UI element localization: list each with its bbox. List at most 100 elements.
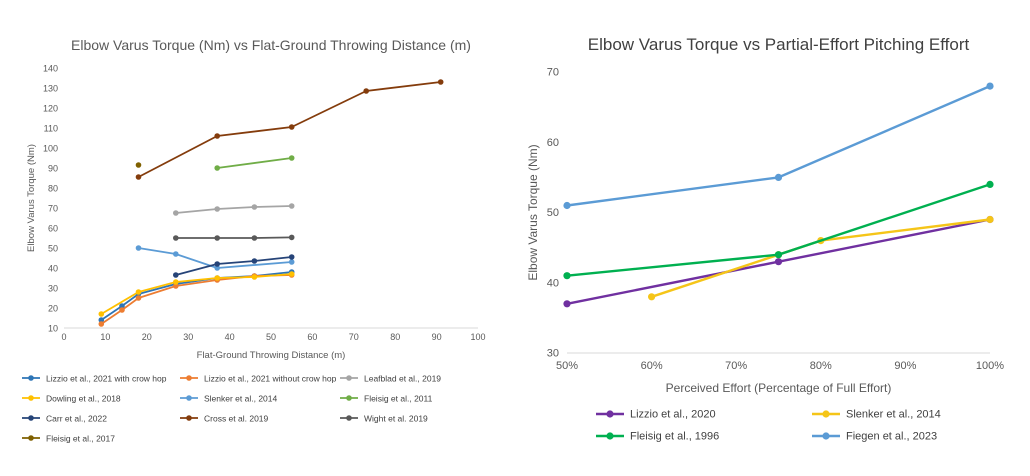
legend-item: Fleisig et al., 2017 [22,434,115,444]
x-tick-label: 90 [432,332,442,342]
legend-swatch-marker [28,435,34,441]
x-tick-label: 10 [100,332,110,342]
series-line [138,247,292,269]
legend-swatch-marker [28,395,34,401]
series-1 [563,215,994,308]
legend-label: Cross et al. 2019 [204,414,269,424]
chart-title: Elbow Varus Torque (Nm) vs Flat-Ground T… [71,37,471,53]
chart-title: Elbow Varus Torque vs Partial-Effort Pit… [588,35,970,54]
legend-item: Lizzio et al., 2020 [596,409,716,421]
series-line [566,84,991,207]
data-point [173,272,179,278]
y-tick-label: 50 [48,244,58,254]
legend-label: Fleisig et al., 2017 [46,434,115,444]
legend-item: Carr et al., 2022 [22,414,107,424]
x-tick-label: 80% [810,360,832,372]
legend: Lizzio et al., 2021 with crow hop Lizzio … [22,374,441,444]
series-line [217,157,292,169]
legend-swatch-marker [186,375,192,381]
x-tick-label: 50% [556,360,578,372]
series-3 [563,180,994,280]
series-8 [135,79,444,180]
legend-item: Wight et al. 2019 [340,414,428,424]
y-axis-label: Elbow Varus Torque (Nm) [526,144,540,280]
legend-swatch-marker [28,375,34,381]
legend-swatch-marker [346,415,352,421]
y-tick-label: 40 [48,264,58,274]
data-point [563,272,571,280]
y-tick-label: 30 [48,284,58,294]
data-point [135,289,142,295]
y-tick-label: 80 [48,184,58,194]
data-point [119,303,125,309]
series-line [100,273,292,315]
x-axis-label: Perceived Effort (Percentage of Full Eff… [666,381,892,395]
series-1 [98,269,295,323]
data-point [986,215,994,224]
data-point [173,279,179,285]
x-tick-label: 50 [266,332,276,342]
legend-swatch-marker [606,432,614,440]
chart-2: Elbow Varus Torque vs Partial-Effort Pit… [526,35,1004,443]
series-9 [173,234,295,241]
legend-label: Wight et al. 2019 [364,414,428,424]
data-point [135,245,142,251]
data-point [98,311,105,317]
y-tick-label: 130 [43,84,58,94]
data-point [214,133,220,139]
series-7 [173,254,295,278]
data-point [214,165,220,171]
legend-label: Fiegen et al., 2023 [846,431,937,443]
legend-item: Fleisig et al., 2011 [340,394,433,404]
data-point [363,88,370,94]
legend-label: Slenker et al., 2014 [204,394,278,404]
data-point [173,283,179,289]
legend-item: Lizzio et al., 2021 with crow hop [22,374,167,384]
data-point [135,295,142,301]
x-tick-label: 100 [470,332,485,342]
legend-swatch-marker [346,395,352,401]
series-3 [173,203,295,216]
series-line [175,236,292,239]
data-point [214,206,220,212]
data-point [986,82,994,90]
data-point [774,173,783,181]
y-tick-label: 110 [44,124,58,134]
legend-item: Cross et al. 2019 [180,414,269,424]
x-tick-label: 80 [390,332,400,342]
x-tick-label: 30 [183,332,193,342]
legend-item: Leafblad et al., 2019 [340,374,441,384]
series-line [175,256,292,276]
y-tick-label: 50 [547,207,559,219]
legend-item: Lizzio et al., 2021 without crow hop [180,374,337,384]
data-point [119,307,125,313]
legend-label: Fleisig et al., 2011 [364,394,433,404]
x-axis-label: Flat-Ground Throwing Distance (m) [197,350,346,361]
legend-swatch-marker [186,395,192,401]
data-point [251,235,258,241]
data-point [98,317,105,323]
data-point [288,271,295,277]
y-axis-label: Elbow Varus Torque (Nm) [26,144,37,252]
series-line [138,81,441,178]
data-point [251,204,258,210]
legend-item: Slenker et al., 2014 [812,409,941,421]
x-tick-label: 40 [225,332,235,342]
legend-swatch-marker [822,410,830,418]
data-point [563,300,571,308]
data-point [288,124,295,130]
y-tick-label: 10 [48,324,58,334]
data-point [648,293,656,301]
legend-item: Dowling et al., 2018 [22,394,121,404]
x-tick-label: 90% [894,360,916,372]
x-tick-label: 0 [61,332,66,342]
data-point [214,275,220,281]
y-tick-label: 100 [43,144,58,154]
data-point [173,235,179,241]
series-line [651,218,991,298]
data-point [135,174,142,180]
legend-swatch-marker [28,415,34,421]
legend-label: Lizzio et al., 2021 without crow hop [204,374,337,384]
y-tick-label: 40 [547,277,559,289]
data-point [98,321,105,327]
